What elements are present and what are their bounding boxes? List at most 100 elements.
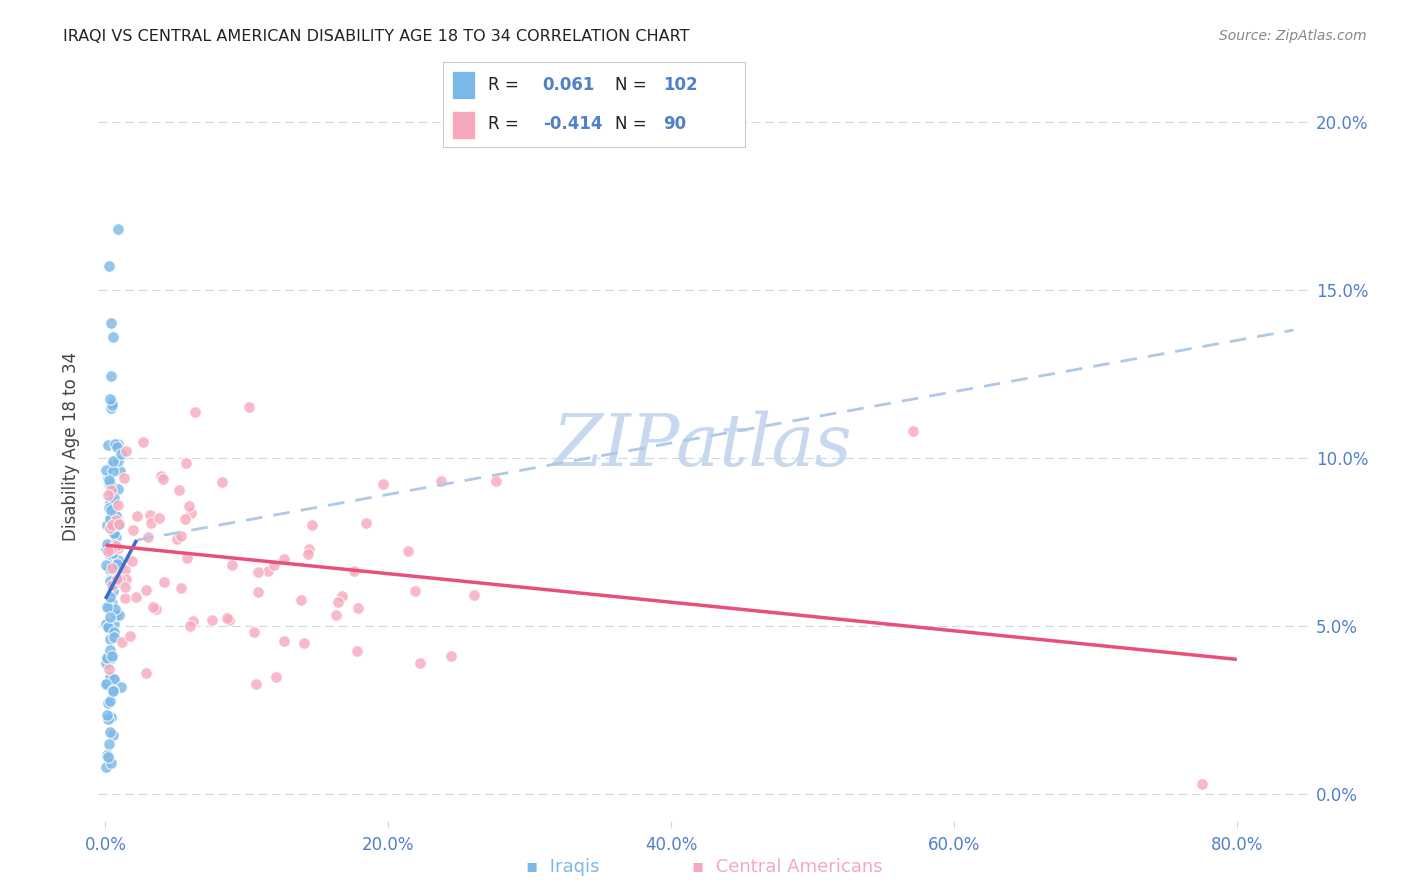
Point — [103, 454, 125, 468]
Point — [112, 471, 135, 485]
Point — [98, 540, 121, 554]
Point — [103, 630, 125, 644]
Point — [485, 475, 508, 489]
Point — [98, 521, 121, 535]
Point — [98, 476, 121, 491]
Text: ▪  Iraqis: ▪ Iraqis — [526, 858, 599, 876]
Point — [325, 608, 347, 623]
Point — [104, 607, 127, 622]
Point — [100, 542, 122, 557]
Point — [245, 677, 267, 691]
Point — [96, 542, 118, 557]
Point — [97, 500, 120, 515]
Point — [96, 676, 118, 690]
Point — [247, 565, 270, 579]
Point — [100, 396, 122, 410]
Point — [100, 511, 122, 525]
Text: Source: ZipAtlas.com: Source: ZipAtlas.com — [1219, 29, 1367, 43]
Point — [96, 760, 118, 774]
Text: N =: N = — [616, 77, 647, 95]
Point — [103, 728, 125, 742]
Point — [107, 541, 129, 555]
Point — [463, 588, 485, 602]
Point — [97, 712, 120, 726]
Text: IRAQI VS CENTRAL AMERICAN DISABILITY AGE 18 TO 34 CORRELATION CHART: IRAQI VS CENTRAL AMERICAN DISABILITY AGE… — [63, 29, 690, 44]
Point — [111, 635, 134, 649]
Point — [127, 508, 149, 523]
Point — [166, 532, 188, 546]
Point — [1191, 777, 1213, 791]
Point — [107, 553, 129, 567]
Point — [121, 523, 143, 537]
Point — [98, 475, 121, 490]
FancyBboxPatch shape — [451, 111, 475, 139]
Text: 90: 90 — [664, 115, 686, 133]
Point — [139, 516, 162, 530]
Point — [100, 401, 122, 415]
Point — [107, 498, 129, 512]
Point — [430, 474, 453, 488]
Point — [97, 662, 120, 676]
Point — [104, 602, 127, 616]
Point — [98, 601, 121, 615]
Point — [98, 724, 121, 739]
Point — [101, 548, 124, 562]
Point — [104, 437, 127, 451]
Point — [150, 469, 173, 483]
Text: -0.414: -0.414 — [543, 115, 602, 133]
Point — [104, 530, 127, 544]
Point — [263, 558, 285, 573]
Point — [103, 673, 125, 687]
Point — [98, 259, 121, 273]
Point — [218, 613, 240, 627]
Point — [221, 558, 243, 573]
Point — [98, 693, 121, 707]
Point — [176, 550, 198, 565]
Point — [105, 513, 128, 527]
Point — [121, 554, 143, 568]
Point — [404, 583, 426, 598]
Point — [98, 642, 121, 657]
Point — [167, 483, 190, 497]
Point — [180, 506, 202, 520]
Point — [346, 644, 368, 658]
Point — [98, 609, 121, 624]
Point — [100, 517, 122, 532]
Point — [98, 512, 121, 526]
Point — [148, 511, 170, 525]
Point — [243, 625, 266, 640]
Point — [170, 529, 193, 543]
Point — [139, 508, 162, 523]
Point — [257, 564, 280, 578]
Point — [409, 656, 432, 670]
Point — [114, 580, 136, 594]
Point — [107, 516, 129, 531]
Point — [98, 548, 121, 562]
Point — [264, 670, 287, 684]
Point — [132, 435, 155, 450]
Point — [153, 574, 176, 589]
Point — [101, 398, 124, 412]
Point — [107, 518, 129, 533]
Point — [101, 682, 124, 697]
Point — [107, 222, 129, 236]
Point — [97, 437, 120, 451]
Point — [98, 574, 121, 588]
Point — [114, 591, 136, 606]
Point — [100, 317, 122, 331]
Point — [115, 444, 138, 458]
Point — [98, 392, 121, 406]
Point — [179, 619, 201, 633]
Point — [103, 491, 125, 505]
Point — [96, 708, 118, 723]
Point — [152, 472, 174, 486]
Point — [98, 632, 121, 647]
Point — [105, 539, 128, 553]
Point — [97, 620, 120, 634]
Point — [96, 651, 118, 665]
Text: 0.061: 0.061 — [543, 77, 595, 95]
Point — [97, 738, 120, 752]
Point — [354, 516, 377, 530]
Point — [96, 616, 118, 631]
Point — [98, 494, 121, 508]
